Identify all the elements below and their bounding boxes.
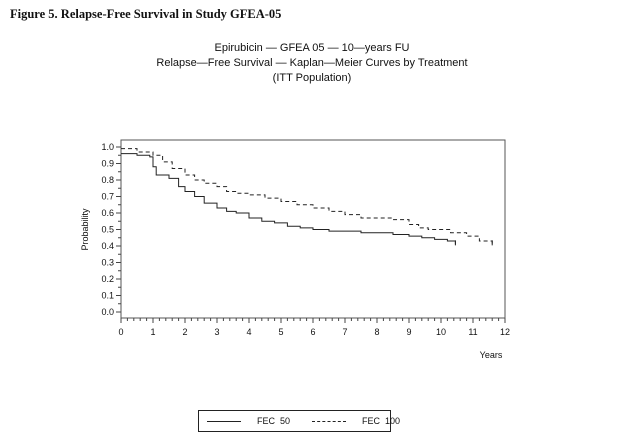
y-tick-label: 0.2 [101, 274, 114, 284]
y-tick-label: 0.7 [101, 192, 114, 202]
x-tick-label: 10 [436, 327, 446, 337]
x-tick-label: 6 [310, 327, 315, 337]
y-tick-label: 1.0 [101, 142, 114, 152]
x-tick-label: 7 [342, 327, 347, 337]
x-tick-label: 0 [118, 327, 123, 337]
y-tick-label: 0.1 [101, 291, 114, 301]
x-axis: 0 1 2 3 4 5 6 7 8 9 10 11 12 [118, 318, 510, 337]
x-tick-label: 3 [214, 327, 219, 337]
chart-subtitle: Relapse—Free Survival — Kaplan—Meier Cur… [156, 57, 468, 69]
x-tick-label: 4 [246, 327, 251, 337]
x-tick-label: 1 [150, 327, 155, 337]
legend: FEC 50 FEC 100 [198, 410, 400, 432]
legend-label: FEC 50 [257, 416, 291, 426]
chart-subtitle-population: (ITT Population) [272, 72, 352, 84]
legend-item-fec100: FEC 100 [312, 416, 400, 426]
y-tick-label: 0.3 [101, 258, 114, 268]
y-tick-label: 0.0 [101, 307, 114, 317]
x-tick-label: 5 [278, 327, 283, 337]
series-line-fec50 [121, 153, 456, 245]
x-tick-label: 2 [182, 327, 187, 337]
legend-item-fec50: FEC 50 [207, 416, 290, 426]
dashed-line-swatch [312, 420, 346, 422]
y-tick-label: 0.8 [101, 175, 114, 185]
chart-title: Epirubicin — GFEA 05 — 10—years FU [214, 42, 410, 54]
y-tick-label: 0.5 [101, 225, 114, 235]
x-tick-label: 12 [500, 327, 510, 337]
series-group [121, 148, 493, 246]
solid-line-swatch [207, 420, 241, 422]
x-axis-title: Years [480, 350, 503, 360]
y-tick-label: 0.6 [101, 208, 114, 218]
x-tick-label: 9 [406, 327, 411, 337]
y-axis: 0.0 0.1 0.2 0.3 0.4 0.5 0.6 0.7 0.8 0.9 1.0 [101, 142, 121, 317]
x-tick-label: 11 [468, 327, 477, 337]
y-tick-label: 0.9 [101, 159, 114, 169]
y-axis-title: Probability [80, 208, 90, 251]
series-line-fec100 [121, 148, 493, 245]
x-tick-label: 8 [374, 327, 379, 337]
legend-label: FEC 100 [362, 416, 401, 426]
figure-caption: Figure 5. Relapse-Free Survival in Study… [10, 7, 282, 21]
y-tick-label: 0.4 [101, 241, 114, 251]
